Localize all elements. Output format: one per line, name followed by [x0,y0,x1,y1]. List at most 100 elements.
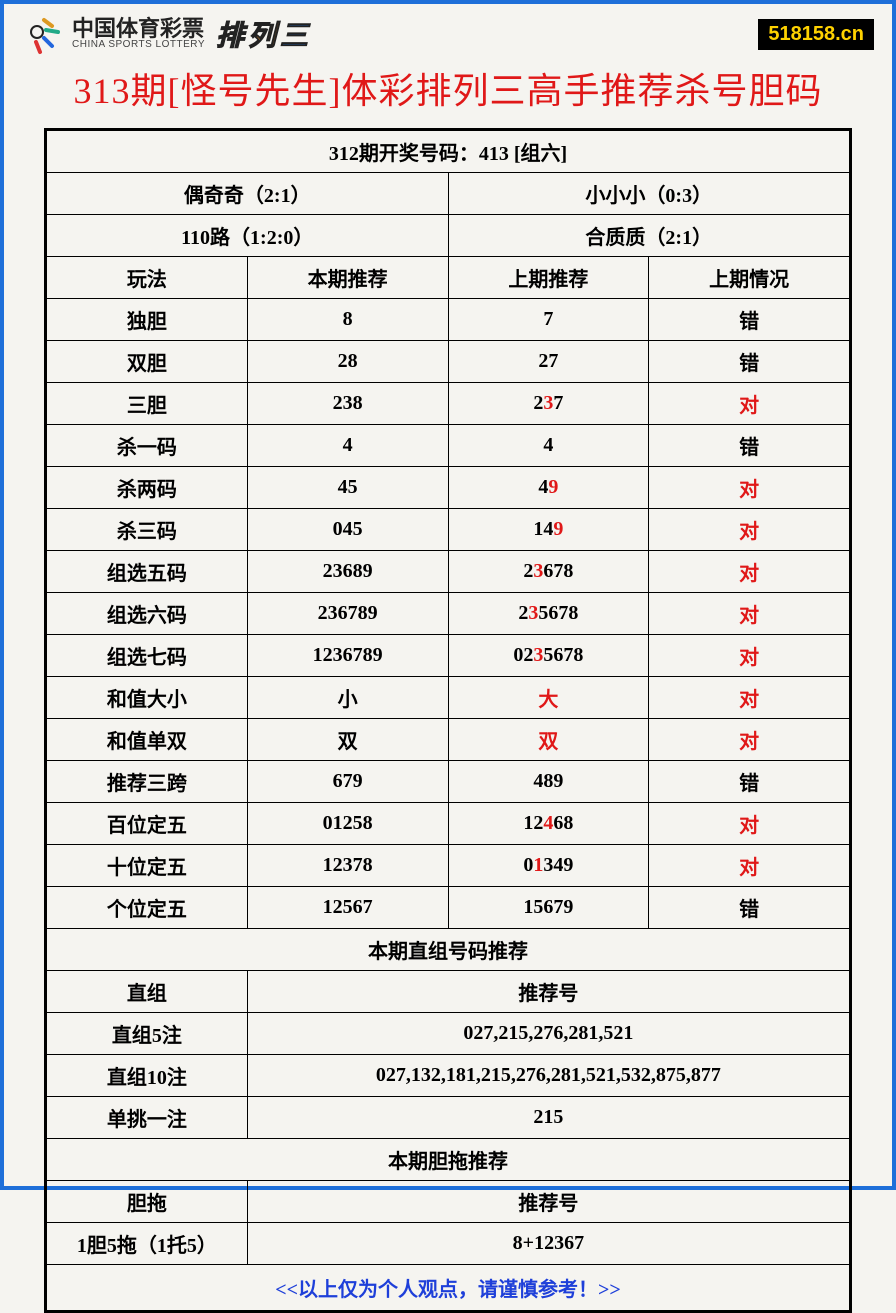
combo-value: 027,215,276,281,521 [247,1013,849,1055]
lottery-en-name: CHINA SPORTS LOTTERY [72,40,205,50]
section2-cols: 直组 推荐号 [47,971,850,1013]
meta-row-1: 偶奇奇（2:1） 小小小（0:3） [47,173,850,215]
prev-pick: 12468 [448,803,649,845]
current-pick: 双 [247,719,448,761]
current-pick: 8 [247,299,448,341]
current-pick: 45 [247,467,448,509]
play-type: 独胆 [47,299,248,341]
current-pick: 4 [247,425,448,467]
prev-pick: 149 [448,509,649,551]
combo-label: 直组5注 [47,1013,248,1055]
column-headers: 玩法 本期推荐 上期推荐 上期情况 [47,257,850,299]
table-row: 组选六码236789235678对 [47,593,850,635]
combo-value: 215 [247,1097,849,1139]
play-type: 组选六码 [47,593,248,635]
play-type: 和值大小 [47,677,248,719]
table-row: 十位定五1237801349对 [47,845,850,887]
prev-pick: 489 [448,761,649,803]
play-type: 十位定五 [47,845,248,887]
current-pick: 12567 [247,887,448,929]
current-pick: 045 [247,509,448,551]
prev-pick: 01349 [448,845,649,887]
table-row: 百位定五0125812468对 [47,803,850,845]
dantuo-value: 8+12367 [247,1223,849,1265]
current-pick: 01258 [247,803,448,845]
combo-label: 单挑一注 [47,1097,248,1139]
play-type: 杀一码 [47,425,248,467]
combo-label: 直组10注 [47,1055,248,1097]
pailiesan-badge: 排 列 三 [215,14,309,54]
play-type: 杀三码 [47,509,248,551]
logo-block: 中国体育彩票 CHINA SPORTS LOTTERY 排 列 三 [22,12,309,56]
result-status: 错 [649,887,850,929]
play-type: 组选五码 [47,551,248,593]
result-status: 错 [649,761,850,803]
prev-pick: 235678 [448,593,649,635]
play-type: 组选七码 [47,635,248,677]
current-pick: 238 [247,383,448,425]
play-type: 和值单双 [47,719,248,761]
current-pick: 12378 [247,845,448,887]
current-pick: 236789 [247,593,448,635]
table-row: 组选七码12367890235678对 [47,635,850,677]
result-status: 对 [649,635,850,677]
result-status: 对 [649,383,850,425]
table-row: 推荐三跨679489错 [47,761,850,803]
table-row: 杀一码44错 [47,425,850,467]
play-type: 杀两码 [47,467,248,509]
lottery-logo-icon [22,12,66,56]
prev-pick: 大 [448,677,649,719]
table-row: 和值大小小大对 [47,677,850,719]
site-badge: 518158.cn [758,19,874,50]
result-status: 对 [649,551,850,593]
result-status: 对 [649,593,850,635]
table-row: 直组5注027,215,276,281,521 [47,1013,850,1055]
result-status: 对 [649,719,850,761]
page-title: 313期[怪号先生]体彩排列三高手推荐杀号胆码 [4,56,892,128]
table-row: 独胆87错 [47,299,850,341]
prev-pick: 237 [448,383,649,425]
current-pick: 1236789 [247,635,448,677]
prev-pick: 7 [448,299,649,341]
header: 中国体育彩票 CHINA SPORTS LOTTERY 排 列 三 518158… [4,4,892,56]
table-row: 杀两码4549对 [47,467,850,509]
table-row: 组选五码2368923678对 [47,551,850,593]
result-status: 对 [649,467,850,509]
play-type: 三胆 [47,383,248,425]
table-row: 杀三码045149对 [47,509,850,551]
draw-result-row: 312期开奖号码：413 [组六] [47,131,850,173]
play-type: 推荐三跨 [47,761,248,803]
result-status: 对 [649,509,850,551]
table-row: 双胆2827错 [47,341,850,383]
section2-head: 本期直组号码推荐 [47,929,850,971]
section3-cols: 胆拖 推荐号 [47,1181,850,1223]
result-status: 错 [649,425,850,467]
prev-pick: 4 [448,425,649,467]
result-status: 对 [649,845,850,887]
table-row: 个位定五1256715679错 [47,887,850,929]
table-row: 和值单双双双对 [47,719,850,761]
play-type: 百位定五 [47,803,248,845]
combo-value: 027,132,181,215,276,281,521,532,875,877 [247,1055,849,1097]
meta-row-2: 110路（1:2:0） 合质质（2:1） [47,215,850,257]
prev-pick: 双 [448,719,649,761]
result-status: 对 [649,803,850,845]
current-pick: 679 [247,761,448,803]
table-row: 单挑一注215 [47,1097,850,1139]
lottery-name: 中国体育彩票 CHINA SPORTS LOTTERY [72,18,205,50]
section3-head: 本期胆拖推荐 [47,1139,850,1181]
prev-pick: 0235678 [448,635,649,677]
current-pick: 28 [247,341,448,383]
dantuo-label: 1胆5拖（1托5） [47,1223,248,1265]
prev-pick: 15679 [448,887,649,929]
result-status: 错 [649,299,850,341]
main-table: 312期开奖号码：413 [组六] 偶奇奇（2:1） 小小小（0:3） 110路… [44,128,852,1313]
table-row: 三胆238237对 [47,383,850,425]
lottery-cn-name: 中国体育彩票 [72,18,205,40]
footer-row: <<以上仅为个人观点，请谨慎参考！>> [47,1265,850,1311]
play-type: 个位定五 [47,887,248,929]
result-status: 对 [649,677,850,719]
current-pick: 23689 [247,551,448,593]
table-row: 1胆5拖（1托5）8+12367 [47,1223,850,1265]
current-pick: 小 [247,677,448,719]
